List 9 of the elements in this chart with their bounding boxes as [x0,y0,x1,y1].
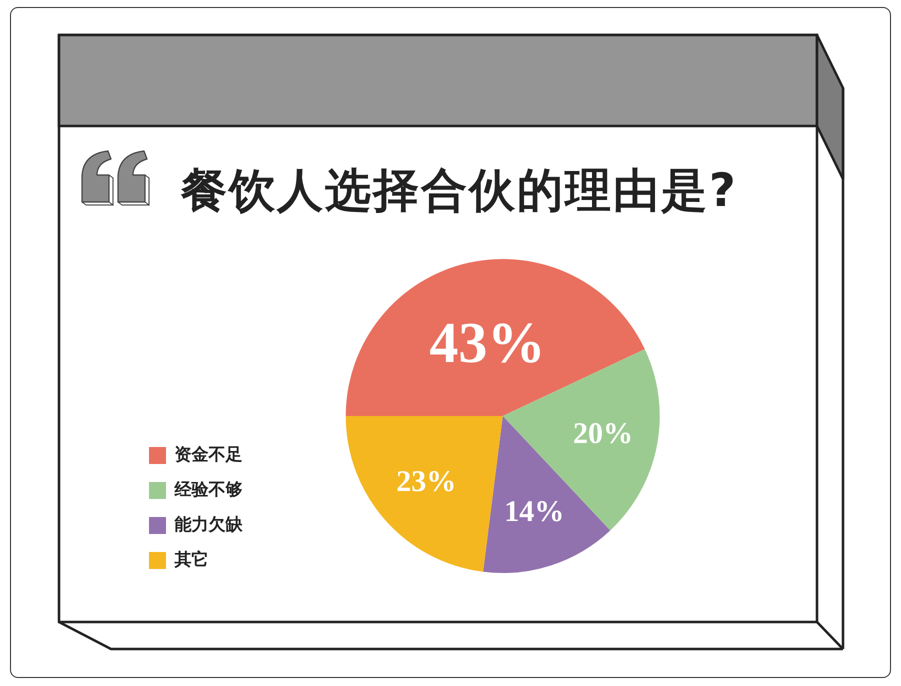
data-label: 23% [396,465,456,498]
chart-title: 餐饮人选择合伙的理由是? [181,162,738,219]
legend-label: 能力欠缺 [174,514,244,535]
legend-label: 资金不足 [174,444,242,465]
legend-label: 其它 [174,550,208,570]
data-label: 20% [572,416,633,450]
legend-label: 经验不够 [174,480,242,500]
data-label: 14% [504,494,564,528]
data-label: 43% [429,310,546,376]
